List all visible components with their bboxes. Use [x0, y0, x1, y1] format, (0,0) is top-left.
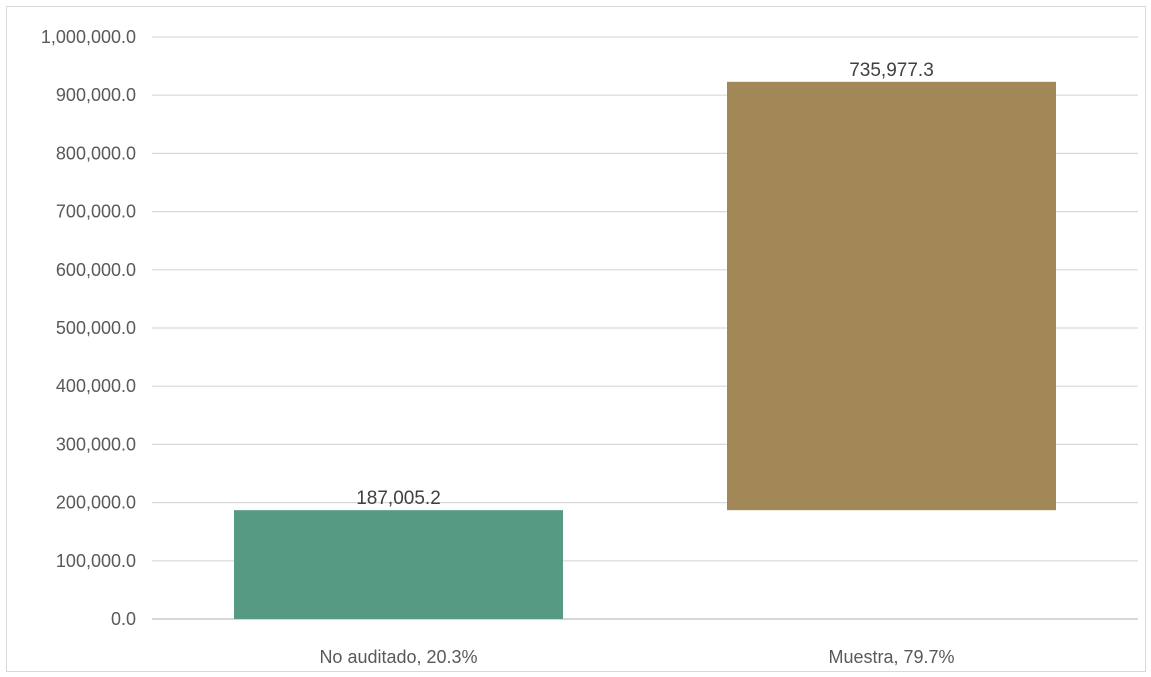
y-axis-tick-labels: 0.0 100,000.0 200,000.0 300,000.0 400,000.0 5… — [41, 27, 136, 629]
y-tick-label: 200,000.0 — [56, 493, 136, 513]
x-category-label: Muestra, 79.7% — [828, 647, 954, 667]
y-tick-label: 500,000.0 — [56, 318, 136, 338]
y-tick-label: 700,000.0 — [56, 202, 136, 222]
bar-data-label: 187,005.2 — [356, 488, 441, 509]
bars — [234, 81, 1056, 619]
bar — [727, 81, 1056, 511]
y-tick-label: 600,000.0 — [56, 260, 136, 280]
bar-data-label: 735,977.3 — [849, 60, 934, 81]
y-tick-label: 300,000.0 — [56, 434, 136, 454]
x-category-label: No auditado, 20.3% — [319, 647, 477, 667]
y-tick-label: 800,000.0 — [56, 143, 136, 163]
y-tick-label: 100,000.0 — [56, 551, 136, 571]
bar — [234, 510, 563, 619]
data-labels: 187,005.2 735,977.3 — [356, 60, 934, 509]
y-tick-label: 400,000.0 — [56, 376, 136, 396]
x-axis-category-labels: No auditado, 20.3% Muestra, 79.7% — [319, 647, 954, 667]
y-tick-label: 0.0 — [111, 609, 136, 629]
y-tick-label: 1,000,000.0 — [41, 27, 136, 47]
y-tick-label: 900,000.0 — [56, 85, 136, 105]
